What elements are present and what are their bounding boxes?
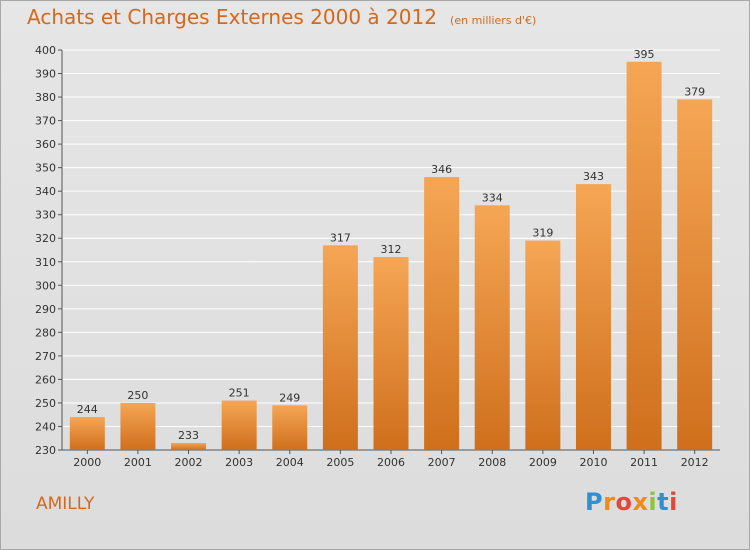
- bar-2012: [677, 99, 713, 450]
- y-tick-label: 270: [35, 350, 56, 363]
- bar-2011: [626, 61, 662, 450]
- data-label: 244: [77, 403, 98, 416]
- y-tick-label: 320: [35, 232, 56, 245]
- bar-2007: [424, 177, 460, 450]
- y-tick-label: 370: [35, 115, 56, 128]
- bar-2010: [575, 184, 611, 450]
- data-label: 343: [583, 170, 604, 183]
- bar-2002: [171, 442, 207, 450]
- chart-title: Achats et Charges Externes 2000 à 2012: [27, 5, 437, 29]
- chart-header: Achats et Charges Externes 2000 à 2012 (…: [27, 5, 536, 29]
- x-tick-label: 2005: [326, 456, 354, 469]
- data-label: 346: [431, 163, 452, 176]
- data-label: 251: [229, 387, 250, 400]
- y-tick-label: 340: [35, 185, 56, 198]
- y-tick-label: 330: [35, 209, 56, 222]
- bar-2000: [69, 417, 105, 450]
- data-label: 233: [178, 429, 199, 442]
- x-tick-label: 2011: [630, 456, 658, 469]
- x-tick-label: 2002: [175, 456, 203, 469]
- y-tick-label: 380: [35, 91, 56, 104]
- data-label: 312: [381, 243, 402, 256]
- data-label: 319: [532, 227, 553, 240]
- y-tick-label: 290: [35, 303, 56, 316]
- data-label: 334: [482, 191, 503, 204]
- x-tick-label: 2003: [225, 456, 253, 469]
- y-tick-label: 310: [35, 256, 56, 269]
- y-tick-label: 280: [35, 326, 56, 339]
- x-tick-label: 2007: [428, 456, 456, 469]
- y-tick-label: 300: [35, 279, 56, 292]
- bars: [69, 61, 713, 450]
- x-tick-label: 2008: [478, 456, 506, 469]
- bar-2008: [474, 205, 510, 450]
- y-tick-label: 390: [35, 68, 56, 81]
- x-tick-label: 2006: [377, 456, 405, 469]
- y-tick-label: 360: [35, 138, 56, 151]
- y-tick-label: 230: [35, 444, 56, 457]
- x-tick-label: 2001: [124, 456, 152, 469]
- y-tick-label: 350: [35, 162, 56, 175]
- proxiti-logo: Proxiti: [585, 488, 678, 516]
- bar-2005: [322, 245, 358, 450]
- bar-2004: [272, 405, 308, 450]
- bar-2009: [525, 240, 561, 450]
- y-tick-label: 260: [35, 373, 56, 386]
- data-label: 249: [279, 391, 300, 404]
- x-tick-label: 2004: [276, 456, 304, 469]
- data-label: 317: [330, 231, 351, 244]
- y-tick-label: 250: [35, 397, 56, 410]
- y-tick-label: 400: [35, 44, 56, 57]
- x-tick-label: 2010: [579, 456, 607, 469]
- chart-subtitle: (en milliers d'€): [450, 14, 537, 27]
- labels: 230 240 250 260 270 280 290 300 310 320 330 340 350 3…: [35, 44, 709, 469]
- bar-2003: [221, 400, 257, 450]
- place-name: AMILLY: [36, 494, 95, 514]
- x-tick-label: 2000: [73, 456, 101, 469]
- x-tick-label: 2012: [681, 456, 709, 469]
- x-tick-label: 2009: [529, 456, 557, 469]
- bar-2006: [373, 257, 409, 450]
- bar-2001: [120, 402, 156, 450]
- y-tick-label: 240: [35, 420, 56, 433]
- data-label: 395: [634, 48, 655, 61]
- data-label: 379: [684, 85, 705, 98]
- data-label: 250: [127, 389, 148, 402]
